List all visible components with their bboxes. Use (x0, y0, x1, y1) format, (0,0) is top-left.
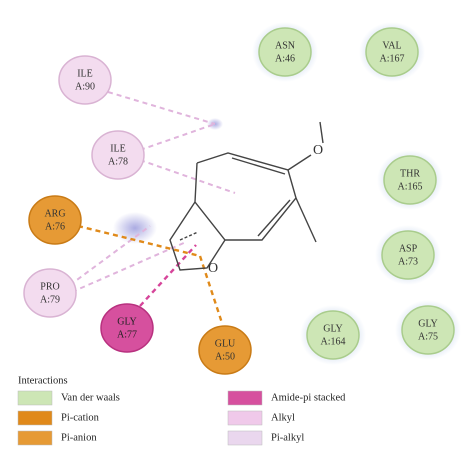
legend-label: Amide-pi stacked (271, 392, 346, 403)
residue-id: A:164 (321, 336, 346, 347)
residue-node (58, 55, 112, 105)
interactions (69, 91, 236, 324)
legend-swatch (17, 410, 53, 426)
residue-node (258, 27, 312, 77)
residue-node (23, 268, 77, 318)
residue-node (401, 305, 455, 355)
alkyl-bond (107, 91, 216, 125)
legend-swatch (227, 390, 263, 406)
legend-swatch (17, 430, 53, 446)
legend-title: Interactions (18, 375, 68, 386)
residue-id: A:77 (117, 329, 137, 340)
legend-swatch (17, 390, 53, 406)
bond (287, 154, 312, 171)
bond (319, 121, 324, 144)
legend-label: Pi-anion (61, 432, 97, 443)
residue-id: A:78 (108, 156, 128, 167)
residue-node (365, 27, 419, 77)
legend-label: Alkyl (271, 412, 295, 423)
legend-label: Van der waals (61, 392, 120, 403)
residue-name: ARG (44, 208, 65, 219)
residue-name: ASP (399, 243, 418, 254)
residue-id: A:76 (45, 221, 65, 232)
residues: ILE A:90 ILE A:78 ARG A:76 PRO A:79 GLY A:77 GLU A:… (23, 27, 455, 375)
bond (295, 197, 317, 243)
atom-label: O (313, 143, 323, 158)
legend-label: Pi-cation (61, 412, 100, 423)
glow (113, 212, 157, 244)
atom-label: O (208, 261, 218, 276)
residue-name: THR (400, 168, 420, 179)
residue-name: PRO (40, 281, 59, 292)
residue-id: A:165 (398, 181, 423, 192)
legend-swatch (227, 410, 263, 426)
double-bond (257, 199, 291, 237)
residue-node (306, 310, 360, 360)
residue-id: A:167 (380, 53, 405, 64)
pi-alkyl-bond (71, 241, 187, 293)
alkyl-bond (139, 159, 236, 194)
legend-swatch (227, 430, 263, 446)
residue-id: A:73 (398, 256, 418, 267)
residue-node (381, 230, 435, 280)
residue-name: ILE (110, 143, 126, 154)
residue-node (100, 303, 154, 353)
residue-id: A:46 (275, 53, 295, 64)
residue-id: A:50 (215, 351, 235, 362)
pi-cation-bond (77, 224, 201, 258)
legend: Interactions Van der waals Pi-cation Pi-an… (17, 375, 346, 446)
residue-name: ASN (275, 40, 295, 51)
alkyl-bond (139, 123, 216, 151)
ring (194, 152, 297, 241)
residue-node (28, 195, 82, 245)
residue-name: GLY (418, 318, 438, 329)
residue-id: A:79 (40, 294, 60, 305)
pi-alkyl-bond (69, 225, 151, 286)
residue-name: VAL (382, 40, 401, 51)
residue-name: GLU (215, 338, 236, 349)
residue-node (383, 155, 437, 205)
legend-label: Pi-alkyl (271, 432, 304, 443)
ligand: O O (169, 121, 324, 276)
residue-name: ILE (77, 68, 93, 79)
residue-name: GLY (323, 323, 343, 334)
residue-name: GLY (117, 316, 137, 327)
furan (169, 201, 226, 271)
double-bond (231, 157, 286, 175)
residue-id: A:90 (75, 81, 95, 92)
pi-anion-bond (198, 255, 224, 324)
residue-node (198, 325, 252, 375)
aromatic (179, 231, 199, 241)
residue-node (91, 130, 145, 180)
residue-id: A:75 (418, 331, 438, 342)
amide-pi-bond (139, 244, 197, 307)
